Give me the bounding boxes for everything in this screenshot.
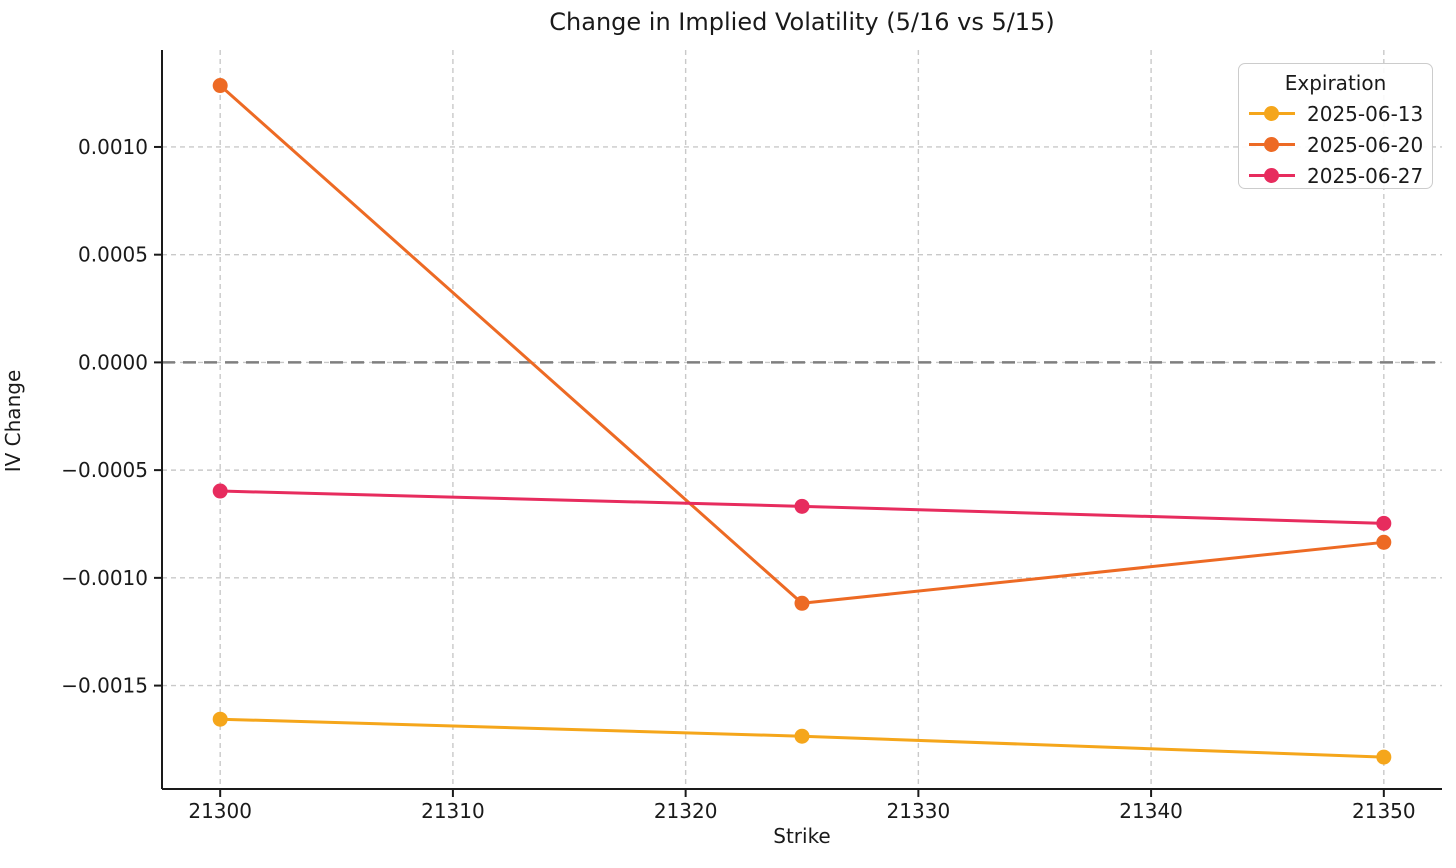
data-point-2025-06-13 — [212, 711, 228, 727]
legend-items: 2025-06-13 2025-06-20 2025-06-27 — [1239, 98, 1432, 191]
legend-marker — [1264, 168, 1279, 183]
chart-title: Change in Implied Volatility (5/16 vs 5/… — [549, 8, 1055, 36]
data-point-2025-06-20 — [1376, 534, 1392, 550]
y-axis-label: IV Change — [1, 369, 25, 473]
legend-marker — [1264, 137, 1279, 152]
legend-item-label: 2025-06-13 — [1307, 101, 1424, 126]
x-axis-label: Strike — [773, 824, 831, 848]
y-tick-label: −0.0005 — [61, 458, 148, 482]
y-tick-label: −0.0010 — [61, 566, 148, 590]
series-line-2025-06-20 — [218, 84, 1386, 605]
y-tick-label: 0.0000 — [78, 350, 148, 374]
legend-line-marker-icon — [1249, 168, 1295, 183]
x-tick-label: 21350 — [1352, 799, 1416, 823]
legend-item: 2025-06-27 — [1239, 160, 1432, 191]
data-point-2025-06-27 — [1376, 515, 1392, 531]
data-point-2025-06-13 — [794, 728, 810, 744]
legend-item: 2025-06-20 — [1239, 129, 1432, 160]
legend: Expiration 2025-06-13 2025-06-20 2025-06-2… — [1238, 63, 1433, 189]
legend-item-label: 2025-06-20 — [1307, 132, 1424, 157]
y-tick-label: 0.0010 — [78, 135, 148, 159]
legend-item-label: 2025-06-27 — [1307, 163, 1424, 188]
legend-marker — [1264, 106, 1279, 121]
y-tick-label: 0.0005 — [78, 243, 148, 267]
data-point-2025-06-27 — [794, 498, 810, 514]
data-point-2025-06-20 — [794, 595, 810, 611]
legend-line-marker-icon — [1249, 137, 1295, 152]
data-point-2025-06-27 — [212, 483, 228, 499]
legend-title: Expiration — [1284, 71, 1387, 95]
x-tick-label: 21300 — [188, 799, 252, 823]
x-tick-label: 21320 — [654, 799, 718, 823]
data-point-2025-06-20 — [212, 78, 228, 94]
x-tick-label: 21330 — [887, 799, 951, 823]
legend-line-marker-icon — [1249, 106, 1295, 121]
x-tick-label: 21340 — [1119, 799, 1183, 823]
legend-item: 2025-06-13 — [1239, 98, 1432, 129]
y-tick-label: −0.0015 — [61, 674, 148, 698]
x-tick-label: 21310 — [421, 799, 485, 823]
data-point-2025-06-13 — [1376, 749, 1392, 765]
